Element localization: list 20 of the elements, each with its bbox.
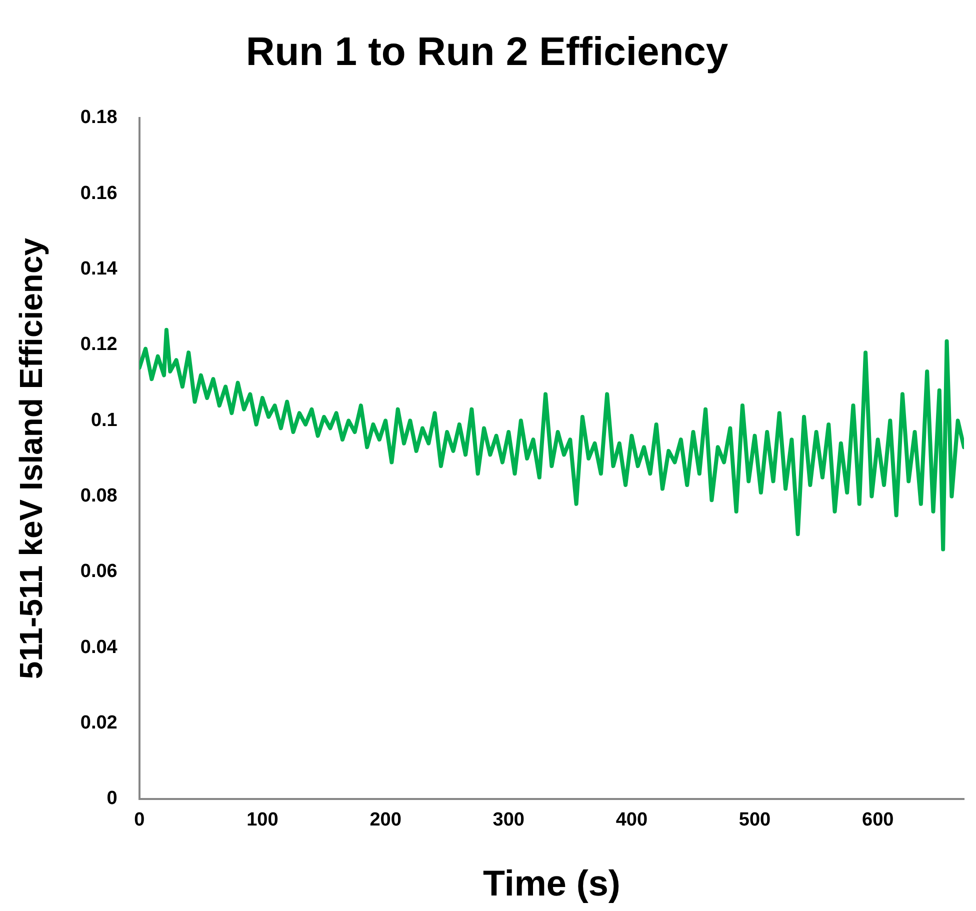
y-axis-title: 511-511 keV Island Efficiency <box>13 238 50 680</box>
x-tick-label: 100 <box>246 810 278 831</box>
chart-title: Run 1 to Run 2 Efficiency <box>246 30 729 74</box>
y-tick-label: 0.02 <box>80 712 118 734</box>
y-tick-label: 0.14 <box>80 258 118 280</box>
x-tick-label: 400 <box>616 810 648 831</box>
x-tick-label: 200 <box>370 810 402 831</box>
y-tick-label: 0.06 <box>80 561 118 582</box>
y-tick-label: 0.18 <box>80 107 118 128</box>
y-tick-label: 0.04 <box>80 636 118 658</box>
x-tick-label: 600 <box>862 810 894 831</box>
y-tick-label: 0.12 <box>80 334 118 356</box>
y-tick-label: 0 <box>106 788 118 810</box>
y-tick-label: 0.08 <box>80 486 118 507</box>
y-tick-label: 0.1 <box>90 410 118 431</box>
x-axis-title: Time (s) <box>483 862 620 904</box>
x-tick-label: 0 <box>134 810 145 831</box>
x-tick-label: 500 <box>738 810 771 831</box>
x-tick-label: 300 <box>492 810 524 831</box>
y-tick-label: 0.16 <box>80 182 118 204</box>
